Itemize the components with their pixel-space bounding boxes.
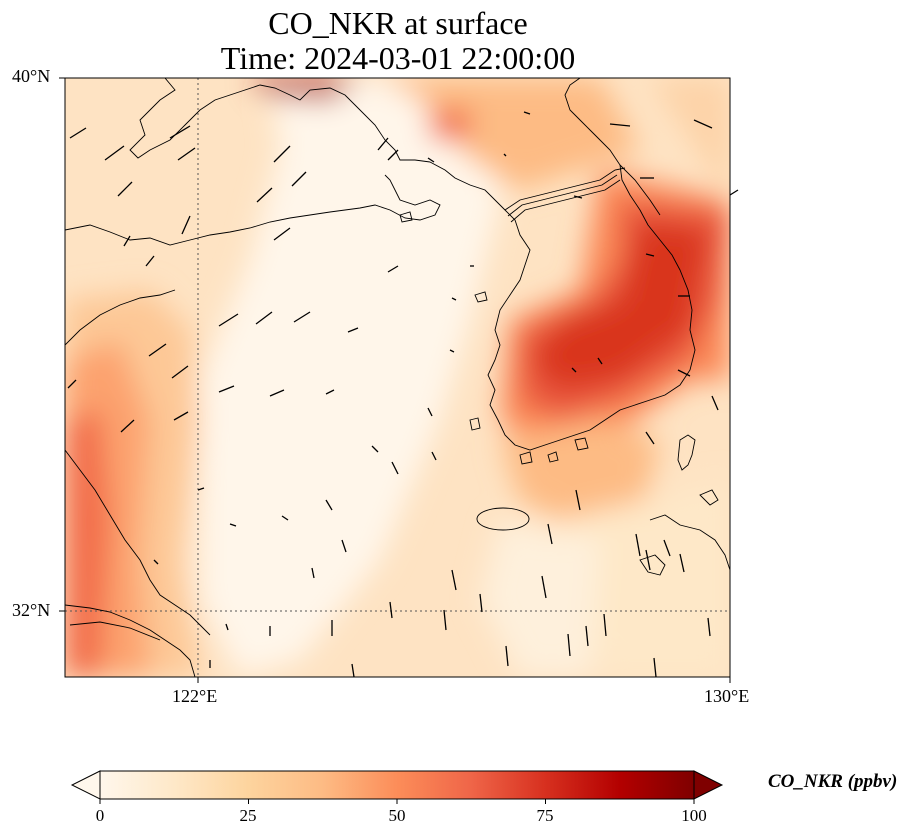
gridlines bbox=[65, 78, 730, 677]
colorbar-tick-25: 25 bbox=[239, 806, 257, 825]
coastlines bbox=[65, 78, 730, 677]
map-time-subtitle: Time: 2024-03-01 22:00:00 bbox=[220, 40, 576, 76]
map-frame bbox=[64, 77, 731, 678]
concentration-field bbox=[65, 78, 730, 677]
colorbar-label: CO_NKR (ppbv) bbox=[768, 771, 898, 792]
map-title: CO_NKR at surface bbox=[268, 5, 528, 41]
axis-ticks bbox=[59, 77, 731, 683]
colorbar-tick-100: 100 bbox=[681, 806, 707, 825]
colorbar-tick-50: 50 bbox=[388, 806, 406, 825]
colorbar bbox=[70, 770, 724, 804]
lat-label-32n: 32°N bbox=[12, 600, 51, 620]
colorbar-tick-75: 75 bbox=[536, 806, 554, 825]
colorbar-tick-0: 0 bbox=[95, 806, 105, 825]
wind-vectors bbox=[67, 111, 739, 678]
lon-label-130e: 130°E bbox=[704, 686, 750, 706]
lat-label-40n: 40°N bbox=[12, 66, 51, 86]
lon-label-122e: 122°E bbox=[172, 686, 218, 706]
